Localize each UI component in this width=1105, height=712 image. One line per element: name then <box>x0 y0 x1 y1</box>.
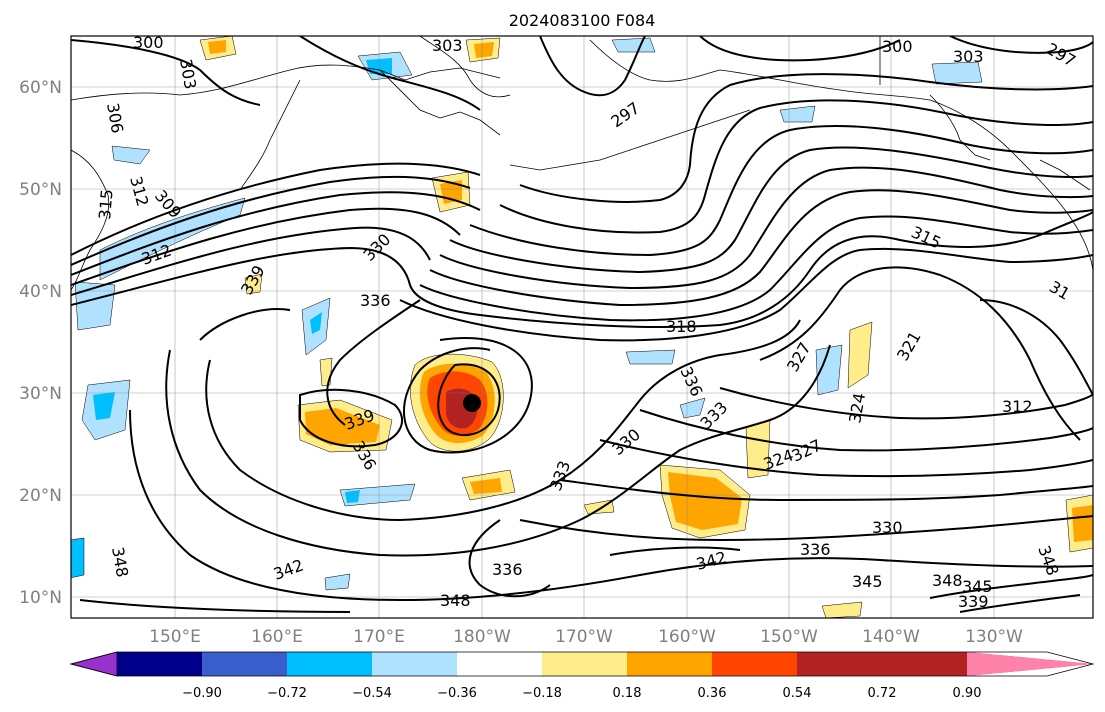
colorbar-tick: −0.54 <box>352 686 392 701</box>
contour-label: 318 <box>666 317 697 336</box>
lon-label: 170°W <box>555 627 613 647</box>
contour-label: 339 <box>958 592 989 611</box>
contour-label: 330 <box>872 518 903 537</box>
lon-label: 180°W <box>453 627 511 647</box>
colorbar-extend-low <box>69 651 118 677</box>
contour-label: 348 <box>440 591 471 610</box>
colorbar-ticks: −0.90 −0.72 −0.54 −0.36 −0.18 0.18 0.36 … <box>182 686 981 701</box>
map-title: 2024083100 F084 <box>509 11 656 30</box>
storm-center-marker <box>463 394 481 412</box>
lat-label: 40°N <box>19 282 62 302</box>
colorbar-tick: 0.90 <box>953 686 982 701</box>
lat-label: 60°N <box>19 78 62 98</box>
lon-label: 140°W <box>862 627 920 647</box>
lon-label: 170°E <box>353 627 405 647</box>
contour-label: 336 <box>360 291 391 310</box>
colorbar-extend-high-tip <box>967 652 1093 676</box>
colorbar-tick: −0.36 <box>437 686 477 701</box>
colorbar-tick: −0.72 <box>267 686 307 701</box>
contour-label: 348 <box>932 571 963 590</box>
lon-label: 130°W <box>965 627 1023 647</box>
contour-label: 300 <box>882 37 913 56</box>
colorbar-segment <box>542 652 627 676</box>
lon-label: 160°E <box>251 627 303 647</box>
theta-contours <box>71 36 1093 613</box>
lon-label: 160°W <box>658 627 716 647</box>
longitude-labels: 150°E 160°E 170°E 180°W 170°W 160°W 150°… <box>149 627 1023 647</box>
map-area: 300 303 303 300 303 297 306 297 315 312 … <box>71 33 1093 618</box>
lon-label: 150°E <box>149 627 201 647</box>
lat-label: 20°N <box>19 486 62 506</box>
colorbar-tick: 0.72 <box>868 686 897 701</box>
colorbar-segment <box>627 652 712 676</box>
contour-label: 336 <box>492 560 523 579</box>
colorbar-tick: −0.18 <box>522 686 562 701</box>
lat-label: 50°N <box>19 180 62 200</box>
colorbar-tick: 0.36 <box>698 686 727 701</box>
contour-label: 303 <box>432 36 463 55</box>
colorbar-segment <box>117 652 202 676</box>
colorbar-segment <box>457 652 542 676</box>
latitude-labels: 60°N 50°N 40°N 30°N 20°N 10°N <box>19 78 62 608</box>
contour-label: 312 <box>1002 397 1033 416</box>
lon-label: 150°W <box>760 627 818 647</box>
contour-label: 336 <box>800 540 831 559</box>
colorbar-segment <box>712 652 797 676</box>
lat-label: 30°N <box>19 384 62 404</box>
colorbar-segment <box>202 652 287 676</box>
contour-label: 300 <box>133 33 164 52</box>
colorbar: −0.90 −0.72 −0.54 −0.36 −0.18 0.18 0.36 … <box>69 651 1095 701</box>
colorbar-segment <box>372 652 457 676</box>
colorbar-tick: 0.54 <box>783 686 812 701</box>
contour-label: 315 <box>95 188 117 220</box>
contour-label: 345 <box>962 577 993 596</box>
colorbar-tick: 0.18 <box>613 686 642 701</box>
colorbar-tick: −0.90 <box>182 686 222 701</box>
coastlines <box>71 36 1093 291</box>
colorbar-segment <box>797 652 882 676</box>
lat-label: 10°N <box>19 588 62 608</box>
map-frame <box>70 35 1094 619</box>
contour-label: 303 <box>953 47 984 66</box>
contour-label: 345 <box>852 572 883 591</box>
colorbar-segment <box>287 652 372 676</box>
